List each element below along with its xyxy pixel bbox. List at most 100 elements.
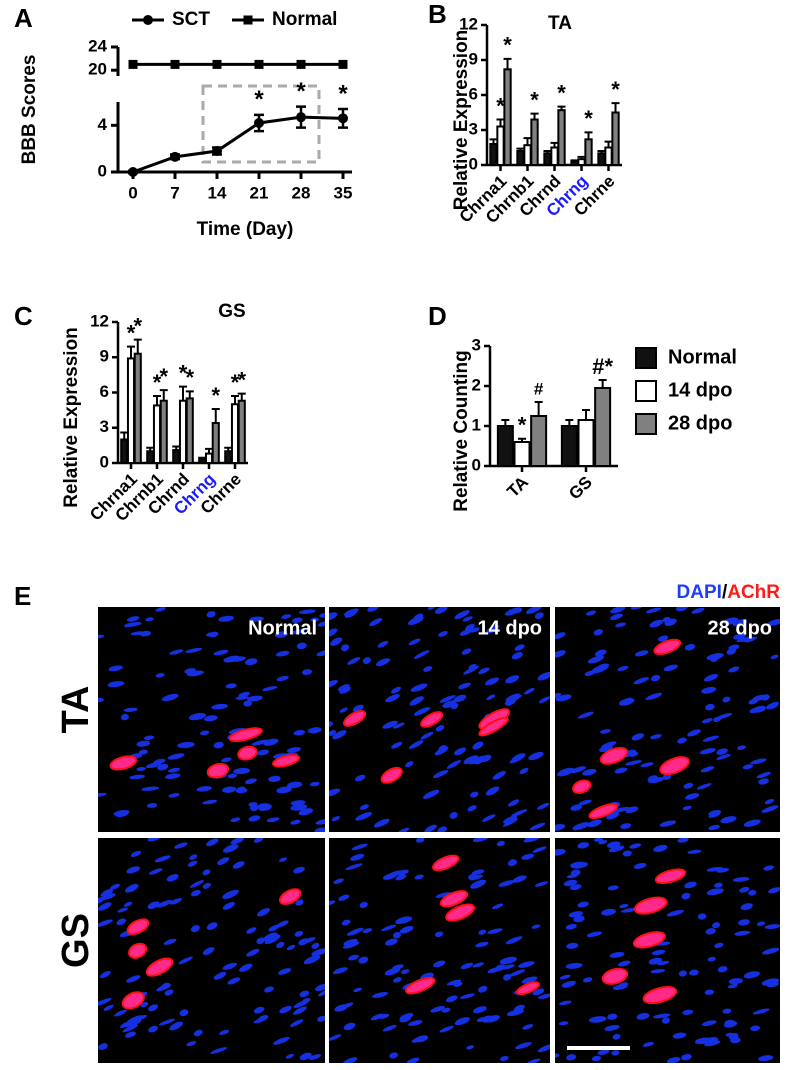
nucleus xyxy=(358,956,369,964)
nucleus xyxy=(163,938,177,945)
nucleus xyxy=(98,792,107,798)
panel-label: C xyxy=(14,301,33,331)
nucleus xyxy=(702,735,719,742)
nucleus xyxy=(691,607,705,614)
legend-label: Normal xyxy=(668,346,737,368)
legend-swatch xyxy=(635,380,657,402)
x-tick-label: TA xyxy=(503,473,532,502)
nucleus xyxy=(230,817,241,823)
nucleus xyxy=(733,633,746,640)
nucleus xyxy=(705,928,716,935)
nucleus xyxy=(739,886,750,893)
nucleus xyxy=(299,1052,312,1061)
bar xyxy=(133,352,142,465)
bar xyxy=(570,160,579,166)
nucleus xyxy=(612,984,628,990)
nucleus xyxy=(126,616,140,622)
bar xyxy=(577,419,595,467)
nucleus xyxy=(532,846,547,853)
nucleus xyxy=(373,818,390,828)
nucleus xyxy=(248,815,261,822)
nucleus xyxy=(720,816,737,824)
nucleus xyxy=(762,947,780,955)
nucleus xyxy=(473,1006,487,1014)
nucleus xyxy=(411,1036,424,1043)
nucleus xyxy=(329,612,338,621)
nucleus xyxy=(317,621,325,627)
nucleus xyxy=(318,989,325,997)
row-label: TA xyxy=(55,686,97,734)
nucleus xyxy=(206,838,219,847)
nucleus xyxy=(184,668,196,674)
bar xyxy=(557,109,566,166)
nucleus xyxy=(559,1000,572,1006)
legend-part: AChR xyxy=(727,582,780,603)
nucleus xyxy=(565,962,583,969)
nucleus xyxy=(410,683,428,692)
nucleus xyxy=(337,684,350,692)
receptor-cluster xyxy=(380,766,403,784)
nucleus xyxy=(714,882,723,888)
nucleus xyxy=(129,774,145,780)
nucleus xyxy=(566,942,579,949)
nucleus xyxy=(251,739,268,746)
nucleus xyxy=(350,853,365,861)
nucleus xyxy=(359,901,368,909)
nucleus xyxy=(653,1013,671,1019)
significance-label: * xyxy=(584,106,593,131)
nucleus xyxy=(378,1013,390,1019)
nucleus xyxy=(399,1015,411,1023)
nucleus xyxy=(630,607,644,610)
nucleus xyxy=(211,703,228,710)
nucleus xyxy=(298,808,314,816)
nucleus xyxy=(508,969,526,977)
nucleus xyxy=(657,960,670,966)
nucleus xyxy=(463,755,479,764)
nucleus xyxy=(687,729,701,737)
significance-label: * xyxy=(611,77,620,102)
nucleus xyxy=(727,983,738,989)
nucleus xyxy=(649,619,663,628)
nucleus xyxy=(281,614,292,619)
panel-label: A xyxy=(14,3,33,33)
receptor-cluster xyxy=(405,976,436,995)
nucleus xyxy=(528,751,544,761)
marker xyxy=(212,146,222,156)
nucleus xyxy=(445,995,458,1003)
nucleus xyxy=(427,607,437,611)
nucleus xyxy=(570,766,586,774)
nucleus xyxy=(610,607,626,614)
receptor-cluster xyxy=(431,854,460,872)
error-bar xyxy=(584,131,593,140)
nucleus xyxy=(232,861,245,869)
nucleus xyxy=(399,925,414,934)
nucleus xyxy=(233,767,251,775)
nucleus xyxy=(262,932,278,942)
bar xyxy=(185,397,194,464)
column-label: Normal xyxy=(248,617,317,639)
nucleus xyxy=(611,1050,620,1056)
nucleus xyxy=(311,942,320,949)
nucleus xyxy=(537,1044,550,1053)
nucleus xyxy=(701,718,713,724)
nucleus xyxy=(434,931,444,938)
nucleus xyxy=(115,810,129,818)
nucleus xyxy=(438,630,448,637)
nucleus xyxy=(696,783,712,790)
legend-swatch xyxy=(635,413,657,435)
nucleus xyxy=(348,954,359,961)
nucleus xyxy=(770,654,779,660)
nucleus xyxy=(332,730,347,740)
nucleus xyxy=(487,928,503,934)
nucleus xyxy=(329,721,333,728)
y-tick-label: 3 xyxy=(100,417,109,436)
nucleus xyxy=(130,850,142,858)
panel-label: D xyxy=(428,301,447,331)
nucleus xyxy=(245,658,258,666)
significance-label: * xyxy=(133,313,142,338)
nucleus xyxy=(761,805,779,813)
error-bar xyxy=(133,338,142,354)
nucleus xyxy=(342,941,360,949)
nucleus xyxy=(331,816,341,822)
nucleus xyxy=(561,980,576,988)
